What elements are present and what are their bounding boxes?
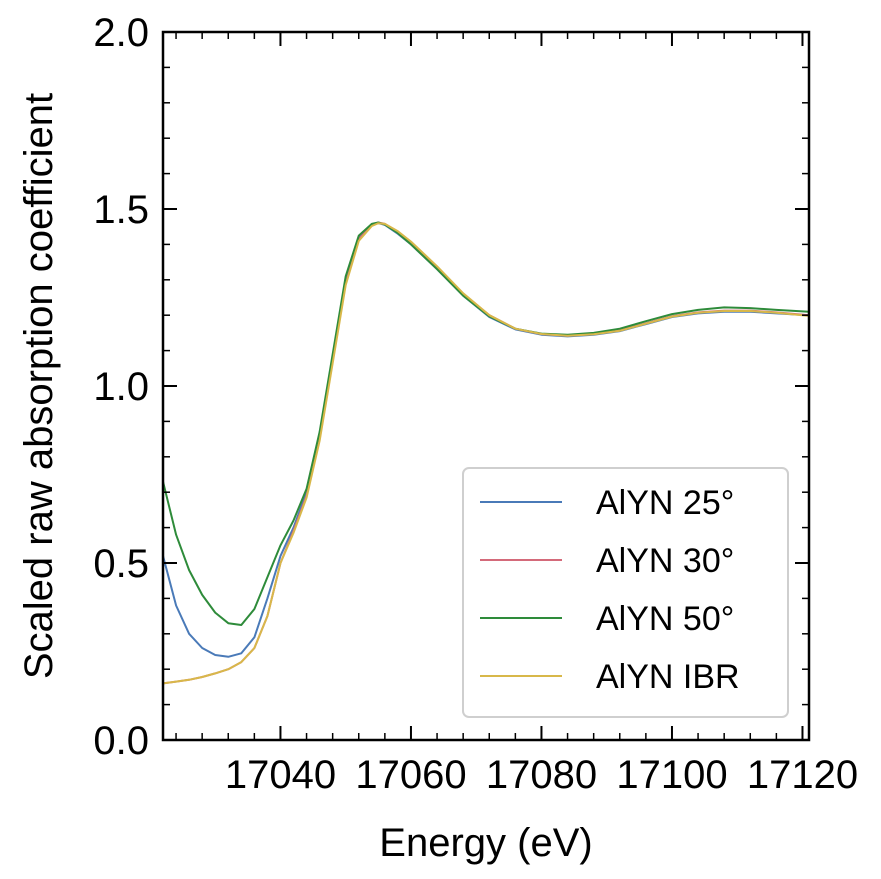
x-tick-label: 17100 [616, 753, 727, 797]
y-tick-label: 0.5 [93, 542, 149, 586]
x-tick-label: 17120 [747, 753, 858, 797]
legend: AlYN 25° AlYN 30° AlYN 50° AlYN IBR [462, 467, 789, 718]
legend-label: AlYN 50° [596, 600, 734, 638]
series-layer [163, 221, 809, 685]
x-tick-label: 17040 [225, 753, 336, 797]
y-tick-label: 2.0 [93, 11, 149, 55]
x-tick-label: 17060 [355, 753, 466, 797]
legend-label: AlYN IBR [596, 658, 740, 696]
legend-box [462, 467, 789, 718]
y-tick-label: 1.0 [93, 365, 149, 409]
y-tick-label: 0.0 [93, 719, 149, 763]
legend-label: AlYN 30° [596, 542, 734, 580]
x-axis-label: Energy (eV) [379, 821, 592, 865]
x-tick-label: 17080 [486, 753, 597, 797]
legend-label: AlYN 25° [596, 484, 734, 522]
y-tick-label: 1.5 [93, 188, 149, 232]
y-axis-label: Scaled raw absorption coefficient [17, 93, 61, 679]
tick-layer: 17040 17060 17080 17100 17120 0.0 0.5 1.0 1.5 2.0 [93, 11, 858, 797]
series-line-4 [163, 222, 809, 685]
